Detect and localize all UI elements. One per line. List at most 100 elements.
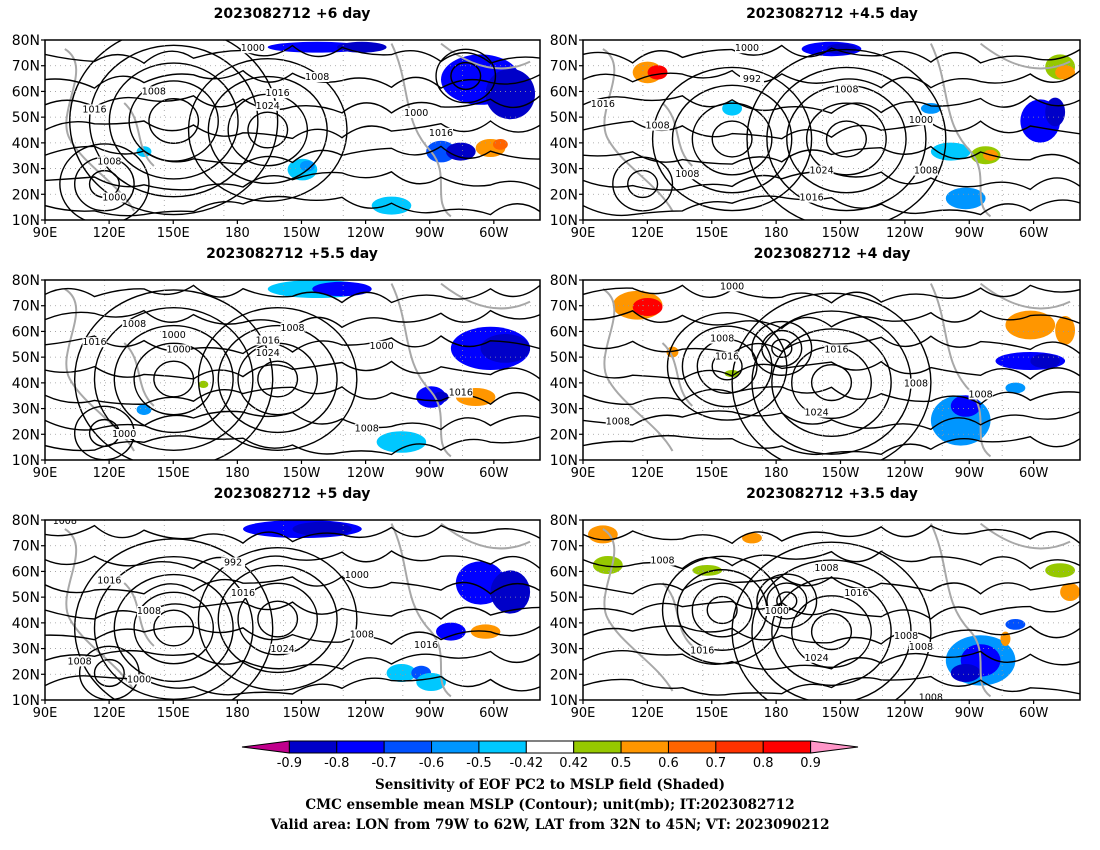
lat-tick-label: 80N	[550, 273, 578, 289]
isobar-contour	[583, 600, 1080, 620]
lat-tick-label: 50N	[12, 110, 40, 126]
lon-tick-label: 120E	[93, 226, 126, 241]
sensitivity-shading	[592, 556, 623, 574]
lon-tick-label: 150E	[157, 466, 190, 481]
coastline	[602, 48, 674, 212]
isobar-label: 1016	[800, 193, 824, 204]
isobar-contour	[45, 170, 540, 191]
pressure-center-contour	[691, 582, 753, 638]
colorbar-tick-label: 0.6	[658, 756, 679, 771]
sensitivity-shading	[1055, 316, 1076, 345]
isobar-label: 1016	[266, 88, 290, 99]
lon-tick-label: 120W	[347, 706, 385, 721]
pressure-center-contour	[810, 613, 853, 651]
isobar-contour	[583, 145, 1080, 165]
isobar-label: 1008	[305, 72, 329, 83]
isobar-label: 1016	[715, 352, 739, 363]
pressure-center-contour	[257, 360, 299, 398]
isobar-label: 1008	[909, 642, 933, 653]
isobar-label: 1008	[914, 166, 938, 177]
pressure-center-contour	[207, 75, 328, 185]
isobar-contour	[583, 44, 1080, 64]
isobar-label: 1024	[256, 101, 280, 112]
lon-tick-label: 120E	[631, 706, 664, 721]
lon-tick-label: 60W	[1019, 706, 1049, 721]
isobar-label: 1024	[256, 348, 280, 359]
sensitivity-shading	[632, 298, 663, 316]
lon-tick-label: 150W	[283, 226, 321, 241]
pressure-center-contour	[257, 600, 299, 638]
lon-tick-label: 120W	[886, 706, 924, 721]
lat-tick-label: 70N	[12, 539, 40, 555]
panel-title-4: 2023082712 +4 day	[753, 246, 911, 262]
isobar-contour	[583, 284, 1080, 304]
lon-tick-label: 90W	[955, 706, 985, 721]
lon-tick-label: 120E	[631, 226, 664, 241]
lat-tick-label: 40N	[12, 616, 40, 632]
coastline	[602, 288, 674, 452]
isobar-label: 1000	[765, 606, 789, 617]
lon-tick-label: 90W	[955, 226, 985, 241]
colorbar-segment	[762, 740, 812, 754]
isobar-contour	[45, 524, 540, 544]
sensitivity-shading	[647, 65, 668, 80]
isobar-contour	[583, 195, 1080, 217]
sensitivity-shading	[292, 521, 352, 537]
lat-tick-label: 80N	[550, 33, 578, 49]
isobar-label: 1000	[112, 429, 136, 440]
isobar-label: 992	[224, 557, 242, 568]
lon-tick-label: 180	[764, 226, 789, 241]
lon-tick-label: 90E	[33, 226, 58, 241]
isobar-label: 1008	[137, 606, 161, 617]
pressure-center-contour	[810, 364, 853, 402]
isobar-label: 1016	[824, 344, 848, 355]
lon-tick-label: 120W	[886, 226, 924, 241]
isobar-label: 1000	[370, 341, 394, 352]
isobar-label: 1008	[919, 692, 943, 703]
isobar-label: 1008	[650, 556, 674, 567]
pressure-center-contour	[128, 80, 219, 162]
colorbar-tick-label: -0.8	[324, 756, 349, 771]
isobar-label: 1000	[127, 674, 151, 685]
isobar-label: 1008	[645, 121, 669, 132]
caption-line-1: Sensitivity of EOF PC2 to MSLP field (Sh…	[374, 777, 726, 793]
sensitivity-shading	[930, 142, 971, 161]
lon-tick-label: 150W	[822, 226, 860, 241]
pressure-center-contour	[74, 538, 274, 700]
panel-title-2: 2023082712 +4.5 day	[746, 6, 918, 22]
lon-tick-label: 150W	[822, 466, 860, 481]
pressure-center-contour	[93, 307, 254, 451]
colorbar-tick-label: 0.8	[753, 756, 774, 771]
sensitivity-shading	[136, 404, 152, 415]
lon-tick-label: 150W	[283, 466, 321, 481]
isobar-label: 1008	[280, 323, 304, 334]
lon-tick-label: 60W	[1019, 226, 1049, 241]
pressure-center-contour	[113, 573, 234, 683]
colorbar-segment	[383, 740, 433, 754]
colorbar-segment	[667, 740, 717, 754]
lon-tick-label: 90W	[415, 466, 445, 481]
lon-tick-label: 150E	[695, 226, 728, 241]
isobar-label: 1008	[904, 379, 928, 390]
isobar-label: 1016	[231, 588, 255, 599]
isobar-label: 1008	[68, 656, 92, 667]
lon-tick-label: 120W	[886, 466, 924, 481]
lat-tick-label: 60N	[12, 324, 40, 340]
lon-tick-label: 150W	[283, 706, 321, 721]
isobar-label: 1000	[735, 43, 759, 54]
colorbar-segment	[715, 740, 764, 754]
colorbar-tick-label: 0.5	[611, 756, 632, 771]
pressure-center-contour	[751, 320, 813, 376]
lat-tick-label: 50N	[12, 350, 40, 366]
lon-tick-label: 120E	[93, 706, 126, 721]
lon-tick-label: 60W	[479, 706, 509, 721]
pressure-center-contour	[197, 547, 358, 691]
map-frame	[44, 39, 541, 221]
pressure-center-contour	[93, 658, 125, 688]
lat-tick-label: 20N	[12, 427, 40, 443]
colorbar-segment	[620, 740, 669, 754]
isobar-label: 1008	[814, 563, 838, 574]
lon-tick-label: 180	[225, 226, 250, 241]
pressure-center-contour	[746, 48, 947, 220]
colorbar-tick-label: 0.42	[559, 756, 588, 771]
